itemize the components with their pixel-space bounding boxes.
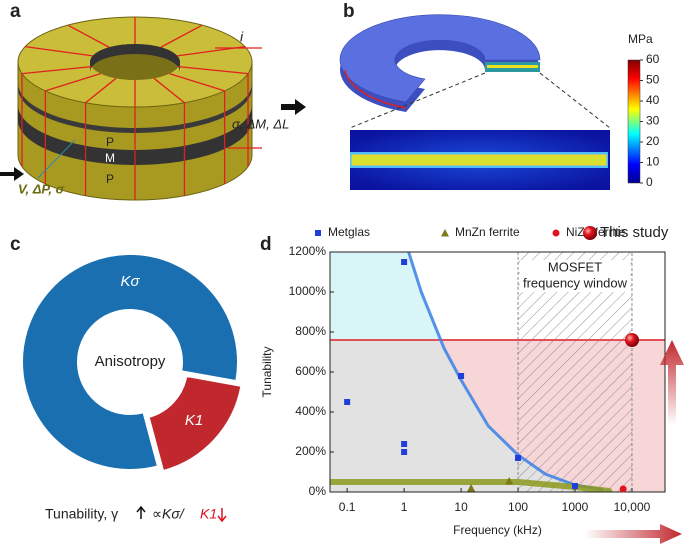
arrow xyxy=(660,340,684,425)
leader-line xyxy=(37,139,76,179)
y-tick-label: 200% xyxy=(295,444,326,458)
legend-label: Metglas xyxy=(328,225,370,239)
marker xyxy=(401,259,408,265)
colorbar-tick-label: 0 xyxy=(646,175,653,189)
x-axis-label: Frequency (kHz) xyxy=(453,523,542,537)
x-tick-label: 100 xyxy=(508,500,528,514)
panel-label: c xyxy=(10,234,21,255)
legend-marker xyxy=(315,230,321,236)
legend-marker xyxy=(583,226,597,240)
output-label: σ, ΔM, ΔL xyxy=(232,116,289,131)
marker xyxy=(619,485,627,493)
wire xyxy=(160,24,203,48)
marker xyxy=(401,441,408,447)
cut-face-layer xyxy=(487,65,538,68)
colorbar-tick-label: 60 xyxy=(646,52,660,66)
marker xyxy=(401,449,408,455)
wire xyxy=(67,24,110,48)
marker xyxy=(624,333,639,347)
arrow xyxy=(585,524,682,544)
colorbar-ticks: 0 10 20 30 40 50 60 xyxy=(640,52,660,189)
ring-hole-band xyxy=(90,44,180,72)
wire xyxy=(45,72,101,92)
colorbar-unit: MPa xyxy=(628,32,653,46)
wire xyxy=(153,77,185,104)
x-tick-label: 10 xyxy=(454,500,468,514)
y-axis-label: Tunability xyxy=(260,347,274,398)
y-tick-label: 800% xyxy=(295,324,326,338)
layer-label: M xyxy=(105,151,115,165)
x-tick-label: 0.1 xyxy=(339,500,356,514)
arrow xyxy=(281,99,306,115)
colorbar xyxy=(627,59,641,184)
wire xyxy=(178,66,249,75)
fit-line xyxy=(407,252,604,492)
zoom-line xyxy=(539,72,611,129)
legend-marker xyxy=(552,229,560,237)
up-arrow xyxy=(136,505,146,519)
legend-marker xyxy=(441,229,449,237)
marker xyxy=(467,484,476,492)
colorbar-tick-label: 40 xyxy=(646,93,660,107)
caption: ∝Kσ/ xyxy=(152,506,186,522)
colorbar-tick-label: 50 xyxy=(646,73,660,87)
x-tick-label: 10,000 xyxy=(614,500,651,514)
caption: K1 xyxy=(200,506,217,522)
window-label: frequency window xyxy=(523,275,628,290)
y-tick-label: 600% xyxy=(295,364,326,378)
wire xyxy=(21,66,92,75)
ring-band xyxy=(18,105,252,165)
window-label-box xyxy=(520,260,630,292)
panel-label: a xyxy=(10,1,21,22)
window-label: MOSFET xyxy=(548,259,602,274)
wire xyxy=(24,45,93,57)
panel-label: b xyxy=(343,1,355,22)
colorbar-tick-label: 20 xyxy=(646,134,660,148)
wire xyxy=(169,72,225,92)
marker xyxy=(515,455,522,461)
y-tick-label: 0% xyxy=(309,484,327,498)
panel-label: d xyxy=(260,234,272,255)
current-label: i xyxy=(240,29,244,45)
layer-label: P xyxy=(106,172,114,186)
caption: Tunability, γ xyxy=(45,506,118,522)
ring-illustration xyxy=(17,16,253,201)
x-tick-label: 1 xyxy=(401,500,408,514)
wire xyxy=(85,77,117,104)
y-tick-label: 1000% xyxy=(289,284,327,298)
marker xyxy=(572,483,579,489)
down-arrow xyxy=(217,508,227,523)
fit-line xyxy=(330,479,613,492)
arrow xyxy=(0,167,24,181)
marker xyxy=(458,373,465,379)
stress-map-layer xyxy=(351,154,607,166)
legend-label: This study xyxy=(600,224,669,241)
halfring-top xyxy=(339,14,541,103)
center-label: Anisotropy xyxy=(95,353,166,370)
y-tick-label: 1200% xyxy=(289,244,327,258)
marker xyxy=(505,477,514,485)
input-label: V, ΔP, σ xyxy=(18,181,66,196)
halfring-layer xyxy=(344,69,407,109)
zoom-line xyxy=(349,72,486,129)
segment-label: K1 xyxy=(185,412,203,429)
y-tick-label: 400% xyxy=(295,404,326,418)
legend-label: MnZn ferrite xyxy=(455,225,520,239)
donut-segment xyxy=(147,374,243,473)
segment-label: Kσ xyxy=(120,273,140,290)
layer-label: P xyxy=(106,135,114,149)
colorbar-tick-label: 10 xyxy=(646,155,660,169)
donut-segment xyxy=(21,253,239,471)
colorbar-tick-label: 30 xyxy=(646,114,660,128)
marker xyxy=(344,399,351,405)
x-tick-label: 1000 xyxy=(562,500,589,514)
donut-chart: Kσ K1 Anisotropy xyxy=(21,253,243,473)
